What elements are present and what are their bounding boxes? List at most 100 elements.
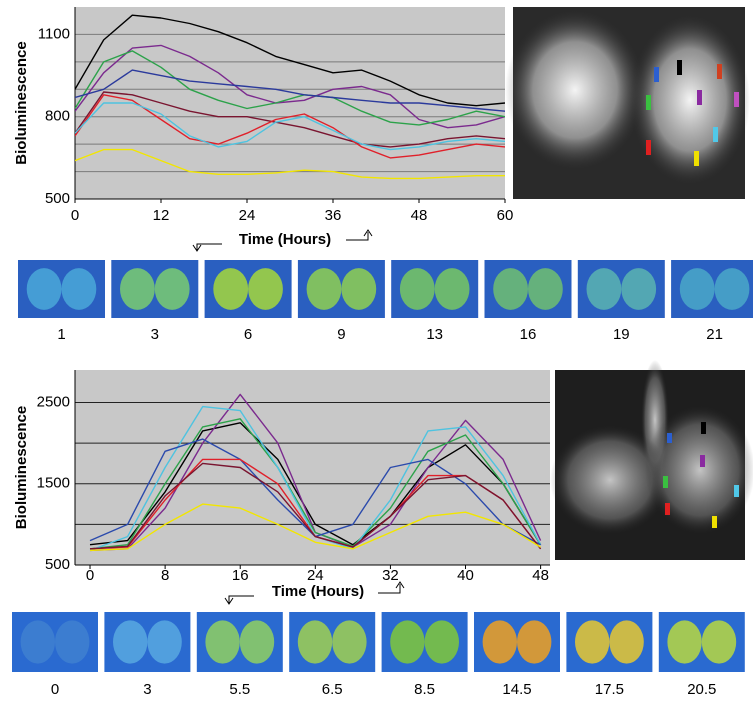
frame-label: 6.5 (322, 681, 343, 698)
x-tick-label: 24 (239, 207, 256, 224)
thumbnail-blob (239, 620, 275, 664)
thumbnail-blob (26, 268, 62, 310)
series-line (75, 102, 505, 151)
y-axis-title: Bioluminescence (13, 41, 30, 164)
thumbnail-blob (667, 620, 702, 664)
thumbnail (566, 612, 653, 672)
x-tick-label: 8 (161, 567, 169, 584)
thumbnail (658, 612, 745, 672)
x-tick-label: 0 (86, 567, 94, 584)
x-axis-title: Time (Hours) (239, 231, 331, 248)
thumbnail-blob (54, 620, 90, 664)
x-tick-label: 36 (325, 207, 342, 224)
thumbnail (297, 260, 385, 318)
thumbnail (111, 260, 199, 318)
thumbnail-blob (575, 620, 610, 664)
frame-label: 1 (57, 326, 65, 343)
x-tick-label: 60 (497, 207, 514, 224)
thumbnail (577, 260, 665, 318)
y-tick-label: 2500 (37, 393, 70, 410)
thumbnail-blob (586, 268, 622, 310)
series-line (89, 462, 542, 550)
series-line (89, 503, 541, 552)
thumbnail-blob (609, 620, 644, 664)
thumbnail-blob (154, 268, 190, 310)
thumbnail (104, 612, 191, 672)
frame-label: 3 (151, 326, 159, 343)
thumbnail-blob (306, 268, 342, 310)
thumbnail-blob (297, 620, 333, 664)
thumbnail-blob (493, 268, 528, 310)
frame-label: 16 (520, 326, 537, 343)
frame-label: 13 (426, 326, 443, 343)
thumbnail-blob (528, 268, 563, 310)
x-tick-label: 32 (382, 567, 399, 584)
series-lines (89, 393, 542, 552)
thumbnail-blob (248, 268, 283, 310)
thumbnail-blob (119, 268, 155, 310)
x-tick-label: 48 (532, 567, 549, 584)
thumbnail-blob (714, 268, 750, 310)
thumbnail-blob (424, 620, 459, 664)
y-axis-title: Bioluminescence (13, 406, 30, 529)
x-tick-label: 16 (232, 567, 249, 584)
thumbnail-blob (147, 620, 182, 664)
plot-area (75, 370, 550, 565)
series-line (89, 418, 542, 550)
series-line (75, 69, 505, 112)
frame-label: 17.5 (595, 681, 624, 698)
thumbnail-blob (701, 620, 737, 664)
series-line (75, 91, 505, 148)
frame-label: 8.5 (414, 681, 435, 698)
thumbnail (196, 612, 283, 672)
frame-label: 9 (337, 326, 345, 343)
thumbnail-blob (390, 620, 425, 664)
series-line (75, 94, 505, 159)
x-tick-label: 12 (153, 207, 170, 224)
series-line (75, 148, 505, 180)
thumbnail (671, 260, 753, 318)
x-axis-title: Time (Hours) (272, 583, 364, 600)
thumbnail (381, 612, 468, 672)
thumbnail-blob (399, 268, 435, 310)
thumbnail-blob (341, 268, 377, 310)
frame-label: 0 (51, 681, 59, 698)
thumbnail-blob (205, 620, 240, 664)
frame-label: 6 (244, 326, 252, 343)
series-line (75, 14, 505, 107)
frame-label: 5.5 (229, 681, 250, 698)
frame-label: 20.5 (687, 681, 716, 698)
thumbnail (289, 612, 376, 672)
arrow-decor (192, 229, 405, 605)
thumbnail-blob (482, 620, 517, 664)
thumbnail-blob (113, 620, 148, 664)
thumbnail (18, 260, 105, 318)
plot-area (75, 7, 505, 199)
frame-label: 21 (706, 326, 723, 343)
thumbnail (12, 612, 98, 672)
y-tick-label: 800 (45, 108, 70, 125)
x-tick-label: 48 (411, 207, 428, 224)
thumbnail-blob (621, 268, 657, 310)
y-tick-label: 1500 (37, 475, 70, 492)
x-tick-label: 40 (457, 567, 474, 584)
y-tick-label: 500 (45, 556, 70, 573)
thumbnail (391, 260, 479, 318)
thumbnail (484, 260, 572, 318)
frame-label: 14.5 (502, 681, 531, 698)
frame-label: 19 (613, 326, 630, 343)
series-line (75, 44, 505, 129)
photo-panel (550, 360, 753, 560)
y-tick-label: 500 (45, 190, 70, 207)
thumbnail-blob (679, 268, 715, 310)
thumbnail-blob (332, 620, 367, 664)
frame-label: 3 (143, 681, 151, 698)
photo-panel (505, 7, 750, 199)
x-tick-label: 0 (71, 207, 79, 224)
thumbnail-blob (61, 268, 97, 310)
thumbnail-blob (213, 268, 249, 310)
x-tick-label: 24 (307, 567, 324, 584)
thumbnail-blob (20, 620, 55, 664)
thumbnail-blob (434, 268, 470, 310)
